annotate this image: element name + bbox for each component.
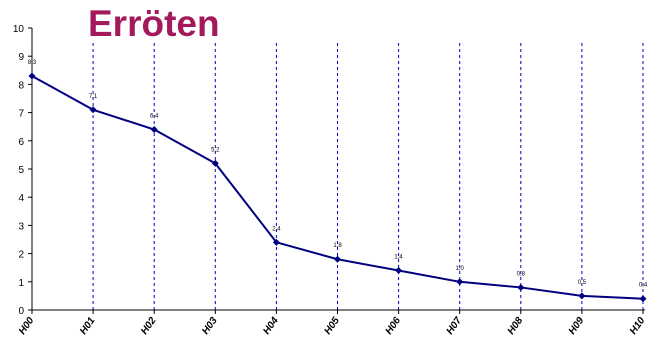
data-label-H05: 1,8 bbox=[333, 243, 342, 249]
x-tick-label-H09: H09 bbox=[567, 315, 587, 337]
data-point-H09 bbox=[578, 292, 586, 300]
data-label-H04: 2,4 bbox=[272, 226, 281, 232]
data-label-H02: 6,4 bbox=[150, 114, 159, 120]
x-tick-label-H06: H06 bbox=[384, 315, 404, 337]
x-tick-label-H05: H05 bbox=[322, 315, 342, 337]
vertical-grid bbox=[92, 43, 644, 310]
data-point-H06 bbox=[395, 267, 403, 275]
y-tick-label-1: 1 bbox=[18, 278, 24, 289]
x-tick-label-H02: H02 bbox=[139, 315, 159, 337]
data-point-H04 bbox=[272, 238, 280, 246]
data-point-H07 bbox=[456, 278, 464, 286]
series bbox=[28, 72, 647, 303]
x-tick-label-H04: H04 bbox=[261, 315, 281, 337]
data-labels: 8,3 7,1 6,4 5,2 2,4 1,8 1,4 1,0 0,8 0,5 0,4 bbox=[28, 60, 648, 289]
y-tick-label-7: 7 bbox=[18, 109, 24, 120]
data-point-H10 bbox=[639, 295, 647, 303]
y-tick-label-5: 5 bbox=[18, 165, 24, 176]
data-label-H08: 0,8 bbox=[517, 271, 526, 277]
x-axis-ticks: H00 H01 H02 H03 H04 H05 H06 H07 H08 H09 H10 bbox=[17, 310, 648, 337]
data-point-H03 bbox=[211, 159, 219, 167]
data-label-H00: 8,3 bbox=[28, 60, 37, 66]
y-axis-ticks: 0 1 2 3 4 5 6 7 8 9 10 bbox=[13, 24, 32, 317]
x-tick-label-H01: H01 bbox=[78, 315, 98, 337]
data-point-H02 bbox=[150, 126, 158, 134]
y-tick-label-8: 8 bbox=[18, 80, 24, 91]
data-label-H03: 5,2 bbox=[211, 147, 220, 153]
x-tick-label-H10: H10 bbox=[628, 315, 648, 337]
x-tick-label-H07: H07 bbox=[445, 315, 465, 337]
x-tick-label-H08: H08 bbox=[506, 315, 526, 337]
y-tick-label-2: 2 bbox=[18, 250, 24, 261]
y-tick-label-6: 6 bbox=[18, 137, 24, 148]
y-tick-label-0: 0 bbox=[18, 306, 24, 317]
axes bbox=[28, 28, 645, 314]
y-tick-label-10: 10 bbox=[13, 24, 25, 35]
data-label-H09: 0,5 bbox=[578, 280, 587, 286]
y-tick-label-9: 9 bbox=[18, 52, 24, 63]
data-point-H00 bbox=[28, 72, 36, 80]
data-point-H08 bbox=[517, 283, 525, 291]
data-label-H10: 0,4 bbox=[639, 283, 648, 289]
x-tick-label-H03: H03 bbox=[200, 315, 220, 337]
data-point-H01 bbox=[89, 106, 97, 114]
x-tick-label-H00: H00 bbox=[17, 315, 37, 337]
data-label-H01: 7,1 bbox=[89, 94, 98, 100]
data-label-H07: 1,0 bbox=[456, 266, 465, 272]
y-tick-label-3: 3 bbox=[18, 221, 24, 232]
data-point-H05 bbox=[334, 255, 341, 263]
y-tick-label-4: 4 bbox=[18, 193, 24, 204]
chart-title: Erröten bbox=[88, 3, 220, 44]
data-label-H06: 1,4 bbox=[394, 255, 403, 261]
